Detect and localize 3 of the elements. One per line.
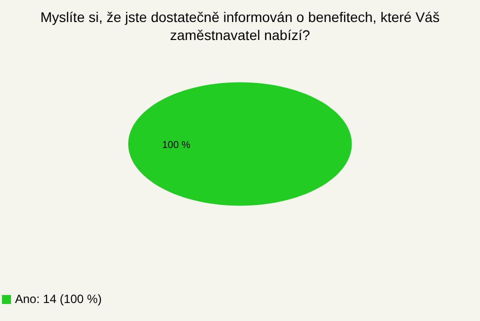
data-label: 100 % <box>162 140 191 151</box>
chart-title: Myslíte si, že jste dostatečně informován o benefitech, které Váš zaměstnavatel nabízí? <box>39 8 441 44</box>
legend-label: Ano: 14 (100 %) <box>15 292 102 306</box>
